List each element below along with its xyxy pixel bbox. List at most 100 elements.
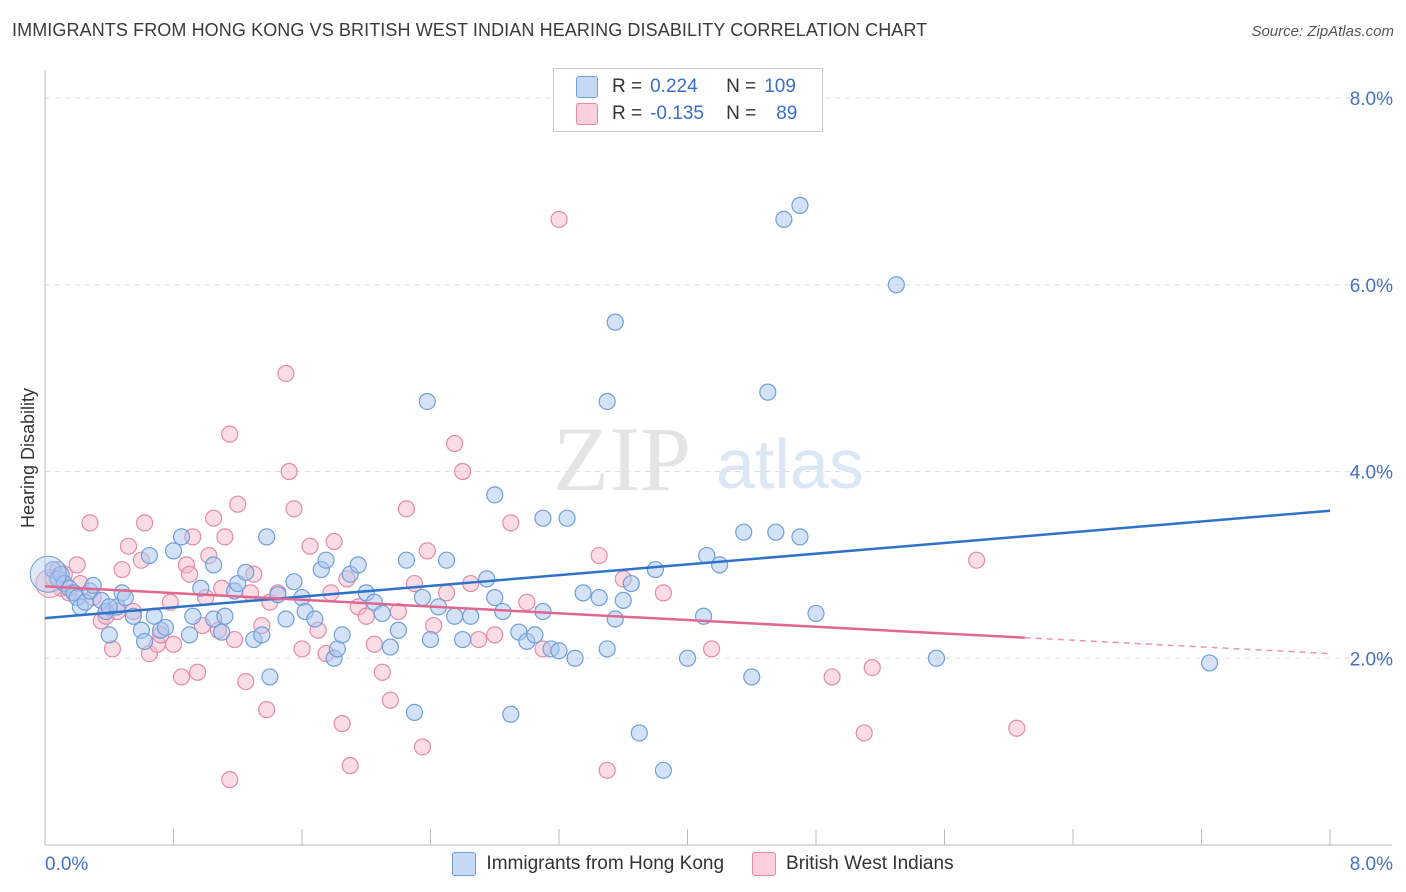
data-point — [405, 574, 424, 593]
data-point — [221, 425, 239, 443]
data-point — [285, 573, 303, 591]
legend-row-blue: R = 0.224 N = 109 — [576, 73, 796, 101]
data-point — [743, 668, 761, 686]
watermark-zip: ZIP — [553, 408, 691, 510]
data-point — [333, 715, 351, 733]
watermark: ZIP atlas — [553, 408, 864, 510]
data-point — [807, 604, 825, 623]
legend-swatch-pink — [576, 103, 598, 125]
data-point — [590, 588, 608, 607]
data-point — [258, 528, 276, 546]
data-point — [216, 607, 234, 625]
data-point — [550, 642, 568, 660]
data-point — [518, 593, 536, 611]
trend-lines — [44, 509, 1331, 655]
data-point — [389, 621, 407, 639]
data-point — [172, 668, 191, 686]
data-point — [261, 668, 279, 686]
data-point — [84, 576, 102, 595]
data-point — [100, 626, 118, 644]
data-point — [606, 610, 624, 628]
data-point — [678, 649, 697, 667]
data-point — [81, 514, 99, 532]
legend-item-british-west-indians: British West Indians — [752, 852, 954, 876]
legend-n-value: 89 — [776, 103, 798, 124]
data-point — [180, 626, 199, 644]
data-point — [630, 724, 648, 742]
data-point — [767, 523, 785, 541]
data-point — [566, 649, 584, 667]
data-point — [192, 579, 210, 597]
data-point — [277, 364, 295, 383]
data-point — [184, 607, 202, 625]
data-point — [306, 610, 324, 628]
data-point — [462, 607, 480, 625]
legend-r-value: 0.224 — [650, 76, 698, 97]
legend-r-value: -0.135 — [650, 103, 704, 124]
data-point — [863, 658, 881, 677]
data-point — [188, 663, 207, 681]
data-point — [502, 705, 520, 723]
data-point — [381, 691, 399, 709]
data-point — [486, 588, 504, 607]
data-point — [418, 392, 436, 411]
data-point — [280, 462, 298, 481]
data-point — [445, 607, 464, 625]
data-point — [622, 574, 640, 593]
tick-labels: 2.0% 4.0% 6.0% 8.0% 0.0% 8.0% — [45, 89, 1393, 875]
data-point — [454, 462, 472, 481]
data-point — [164, 635, 183, 653]
data-point — [735, 523, 753, 541]
data-point — [103, 640, 122, 658]
pink-series-points — [35, 210, 1026, 789]
data-point — [180, 565, 199, 583]
data-point — [437, 584, 456, 602]
y-tick-label: 2.0% — [1350, 649, 1393, 670]
data-point — [333, 626, 351, 644]
axes — [44, 70, 1392, 846]
legend-n-label: N = — [726, 76, 757, 97]
data-point — [119, 537, 138, 555]
x-tick-label: 0.0% — [45, 854, 88, 875]
data-point — [156, 618, 175, 637]
chart-title: IMMIGRANTS FROM HONG KONG VS BRITISH WES… — [12, 20, 928, 40]
data-point — [100, 598, 118, 616]
data-point — [135, 632, 154, 651]
data-point — [225, 630, 244, 649]
data-point — [413, 588, 432, 607]
data-point — [550, 210, 568, 228]
data-point — [421, 630, 440, 649]
data-point — [654, 584, 673, 602]
data-point — [574, 584, 592, 602]
blue-series-points — [29, 196, 1219, 779]
data-point — [646, 560, 664, 579]
legend-item-hong-kong: Immigrants from Hong Kong — [452, 852, 724, 876]
data-point — [205, 556, 223, 574]
data-point — [213, 623, 231, 641]
data-point — [855, 724, 873, 742]
data-point — [1200, 654, 1219, 672]
data-point — [341, 757, 359, 775]
data-point — [365, 635, 383, 653]
data-point — [558, 509, 576, 527]
data-point — [29, 555, 67, 593]
data-point — [349, 556, 367, 574]
data-point — [140, 546, 159, 565]
trend-line-hong-kong — [44, 509, 1331, 620]
legend-swatch-blue — [452, 852, 477, 876]
data-point — [381, 638, 399, 656]
data-point — [606, 313, 624, 331]
data-point — [887, 276, 905, 294]
legend-r-label: R = — [612, 103, 643, 124]
legend-swatch-pink — [752, 852, 777, 876]
data-point — [526, 626, 544, 644]
legend-row-pink: R = -0.135 N = 89 — [576, 100, 797, 128]
x-tick-label: 8.0% — [1350, 854, 1393, 875]
data-point — [258, 701, 276, 719]
data-point — [135, 514, 154, 532]
data-point — [425, 616, 443, 635]
data-point — [405, 703, 424, 722]
data-point — [113, 560, 131, 579]
data-point — [445, 434, 464, 453]
